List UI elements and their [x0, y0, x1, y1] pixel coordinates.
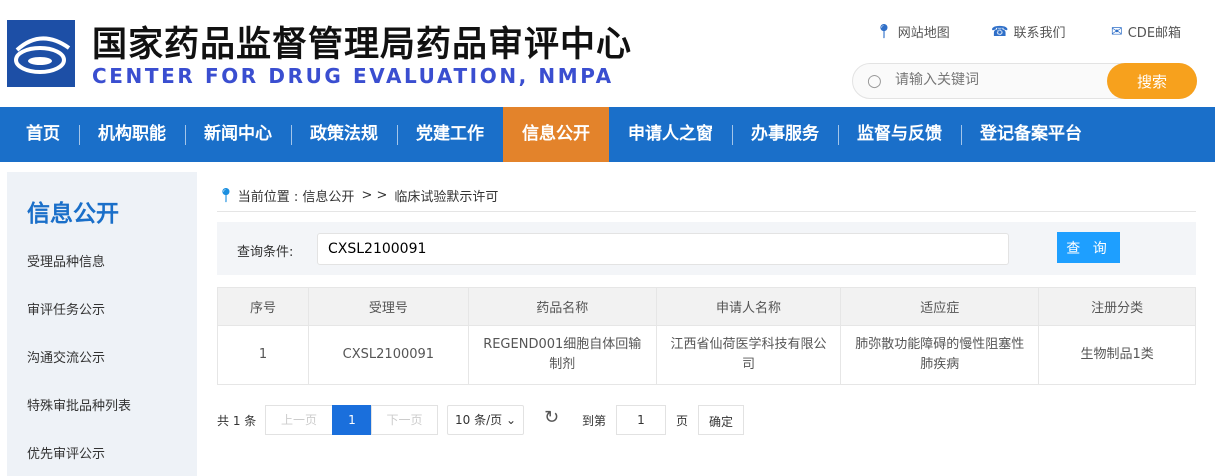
goto-label: 到第: [582, 414, 607, 428]
nav-policy[interactable]: 政策法规: [291, 107, 397, 162]
cell-applicant: 江西省仙荷医学科技有限公司: [655, 325, 842, 385]
breadcrumb: 📍︎ 当前位置 : 信息公开 > > 临床试验默示许可: [217, 186, 499, 206]
nav-info-public[interactable]: 信息公开: [503, 107, 609, 162]
refresh-icon[interactable]: ↻: [544, 407, 560, 428]
results-table: 序号 受理号 药品名称 申请人名称 适应症 注册分类 1 CXSL2100091…: [217, 287, 1196, 385]
nav-party[interactable]: 党建工作: [397, 107, 503, 162]
col-index: 序号: [217, 287, 309, 326]
sidebar-item[interactable]: 审评任务公示: [27, 303, 106, 318]
goto-confirm-button[interactable]: 确定: [698, 405, 744, 435]
table-header: 序号 受理号 药品名称 申请人名称 适应症 注册分类: [217, 287, 1196, 326]
map-pin-icon: 📍︎: [875, 23, 893, 40]
total-count: 共 1 条: [217, 414, 257, 428]
cde-logo[interactable]: [7, 20, 75, 87]
site-search: ○ 搜索: [852, 63, 1197, 99]
table-row: 1 CXSL2100091 REGEND001细胞自体回输制剂 江西省仙荷医学科…: [217, 325, 1196, 385]
next-page-button[interactable]: 下一页: [371, 405, 438, 435]
page-size-value: 10 条/页: [454, 413, 503, 427]
query-input[interactable]: [317, 233, 1009, 265]
nav-services[interactable]: 办事服务: [732, 107, 838, 162]
cell-indication: 肺弥散功能障碍的慢性阻塞性肺疾病: [840, 325, 1040, 385]
col-category: 注册分类: [1038, 287, 1196, 326]
chevron-down-icon: ⌄: [505, 413, 517, 427]
link-label: 联系我们: [1013, 26, 1066, 41]
nav-news[interactable]: 新闻中心: [185, 107, 291, 162]
sitemap-link[interactable]: 📍︎ 网站地图: [875, 22, 950, 42]
contact-link[interactable]: ☎ 联系我们: [991, 22, 1066, 42]
sidebar-item[interactable]: 特殊审批品种列表: [27, 399, 132, 414]
main-nav: 首页 机构职能 新闻中心 政策法规 党建工作 信息公开 申请人之窗 办事服务 监…: [0, 107, 1215, 162]
col-drug-name: 药品名称: [467, 287, 657, 326]
col-indication: 适应症: [840, 287, 1040, 326]
divider: [217, 211, 1196, 212]
link-label: 网站地图: [897, 26, 950, 41]
sidebar-item[interactable]: 受理品种信息: [27, 255, 106, 270]
col-acceptance-no: 受理号: [307, 287, 469, 326]
search-button[interactable]: 搜索: [1107, 63, 1197, 99]
site-title: 国家药品监督管理局药品审评中心: [92, 25, 633, 65]
nav-applicant[interactable]: 申请人之窗: [628, 124, 713, 144]
phone-icon: ☎: [991, 23, 1009, 40]
query-button[interactable]: 查 询: [1057, 232, 1120, 263]
goto-page-input[interactable]: [616, 405, 666, 435]
search-icon: ○: [867, 71, 882, 91]
nav-organization[interactable]: 机构职能: [79, 107, 185, 162]
search-input[interactable]: [895, 72, 1095, 88]
breadcrumb-parent[interactable]: 当前位置 : 信息公开: [237, 190, 355, 205]
page-1-button[interactable]: 1: [332, 405, 372, 435]
location-icon: 📍︎: [217, 187, 235, 204]
cell-index: 1: [217, 325, 309, 385]
site-title-en: CENTER FOR DRUG EVALUATION, NMPA: [92, 64, 614, 88]
page-size-select[interactable]: 10 条/页 ⌄: [447, 405, 524, 435]
mail-link[interactable]: ✉ CDE邮箱: [1111, 22, 1182, 42]
prev-page-button[interactable]: 上一页: [265, 405, 333, 435]
nav-home[interactable]: 首页: [26, 124, 60, 144]
cell-drug-name: REGEND001细胞自体回输制剂: [467, 325, 657, 385]
page-unit: 页: [676, 414, 689, 428]
nav-supervision[interactable]: 监督与反馈: [838, 107, 961, 162]
breadcrumb-separator: > >: [361, 188, 388, 203]
sidebar-title: 信息公开: [27, 201, 119, 227]
link-label: CDE邮箱: [1127, 26, 1182, 41]
sidebar-item[interactable]: 沟通交流公示: [27, 351, 106, 366]
query-label: 查询条件:: [237, 245, 294, 260]
col-applicant: 申请人名称: [655, 287, 842, 326]
breadcrumb-current: 临床试验默示许可: [394, 190, 499, 205]
sidebar: 信息公开 受理品种信息 审评任务公示 沟通交流公示 特殊审批品种列表 优先审评公…: [7, 172, 197, 476]
cell-acceptance-no: CXSL2100091: [307, 325, 469, 385]
nav-registration[interactable]: 登记备案平台: [961, 107, 1101, 162]
sidebar-item[interactable]: 优先审评公示: [27, 447, 106, 462]
cell-category: 生物制品1类: [1038, 325, 1196, 385]
mail-icon: ✉: [1111, 23, 1123, 40]
